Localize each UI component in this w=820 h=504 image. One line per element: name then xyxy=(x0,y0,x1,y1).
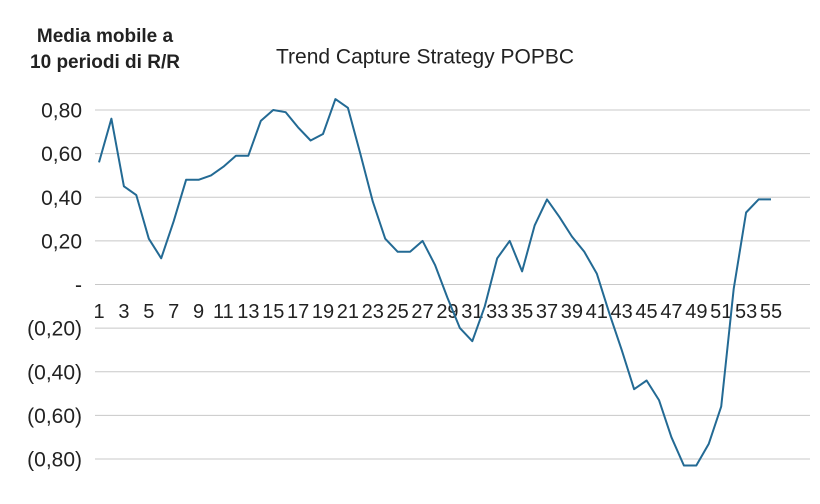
x-tick-label: 9 xyxy=(193,301,204,323)
y-tick-label: - xyxy=(75,274,82,297)
y-tick-label: 0,80 xyxy=(41,100,82,123)
x-tick-label: 13 xyxy=(237,301,259,323)
x-tick-label: 39 xyxy=(561,301,583,323)
x-tick-label: 37 xyxy=(536,301,558,323)
y-tick-label: (0,80) xyxy=(27,449,82,472)
x-tick-label: 3 xyxy=(118,301,129,323)
y-axis-label: 10 periodi di R/R xyxy=(30,52,180,73)
x-tick-label: 55 xyxy=(760,301,782,323)
x-tick-label: 1 xyxy=(93,301,104,323)
x-tick-label: 43 xyxy=(611,301,633,323)
x-tick-label: 45 xyxy=(635,301,657,323)
x-tick-label: 49 xyxy=(685,301,707,323)
y-tick-label: 0,60 xyxy=(41,143,82,166)
y-tick-label: 0,20 xyxy=(41,230,82,253)
x-tick-label: 31 xyxy=(461,301,483,323)
x-tick-label: 47 xyxy=(660,301,682,323)
data-line xyxy=(98,98,771,467)
x-tick-label: 15 xyxy=(262,301,284,323)
x-tick-label: 35 xyxy=(511,301,533,323)
x-tick-label: 33 xyxy=(486,301,508,323)
x-tick-label: 11 xyxy=(213,301,234,323)
x-tick-label: 53 xyxy=(735,301,757,323)
y-tick-label: 0,40 xyxy=(41,187,82,210)
y-tick-label: (0,20) xyxy=(27,318,82,341)
y-axis-label: Media mobile a xyxy=(37,26,174,47)
x-tick-label: 25 xyxy=(387,301,409,323)
y-tick-label: (0,60) xyxy=(27,405,82,428)
x-tick-label: 27 xyxy=(411,301,433,323)
x-tick-label: 23 xyxy=(362,301,384,323)
x-tick-label: 7 xyxy=(168,301,179,323)
x-tick-label: 41 xyxy=(586,301,608,323)
chart-title: Trend Capture Strategy POPBC xyxy=(276,46,574,69)
x-tick-label: 51 xyxy=(710,301,732,323)
y-tick-label: (0,40) xyxy=(27,361,82,384)
x-tick-label: 29 xyxy=(436,301,458,323)
x-tick-label: 19 xyxy=(312,301,334,323)
x-tick-label: 5 xyxy=(143,301,154,323)
x-tick-label: 21 xyxy=(337,301,359,323)
x-tick-label: 17 xyxy=(287,301,309,323)
